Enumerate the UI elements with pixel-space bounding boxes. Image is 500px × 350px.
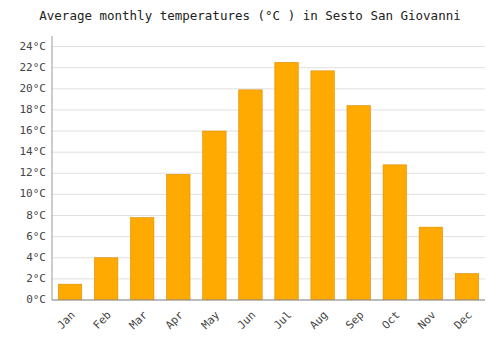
bar bbox=[311, 71, 334, 300]
chart-container: 0°C 2°C 4°C 6°C 8°C 10°C 12°C 14°C 16°C 18°C 20°C 2… bbox=[0, 0, 500, 350]
bar bbox=[275, 62, 298, 300]
grid-line bbox=[52, 300, 485, 301]
grid-line bbox=[52, 88, 485, 89]
grid-line bbox=[52, 131, 485, 132]
x-axis: Jan Feb Mar Apr May Jun Jul Aug Sep Oct Nov Dec bbox=[52, 300, 485, 332]
x-tick-label: Jan bbox=[55, 309, 78, 332]
title: Average monthly temperatures (°C ) in Se… bbox=[39, 8, 460, 23]
bar bbox=[58, 284, 81, 300]
x-tick-label: Feb bbox=[91, 309, 114, 332]
y-tick-label: 16°C bbox=[20, 124, 47, 137]
grid-line bbox=[52, 67, 485, 68]
grid-line bbox=[52, 46, 485, 47]
x-tick-label: Sep bbox=[343, 309, 366, 332]
bar bbox=[419, 227, 442, 300]
x-tick-label: Oct bbox=[379, 309, 402, 332]
x-tick-label: Jun bbox=[235, 309, 258, 332]
y-tick-label: 14°C bbox=[20, 145, 47, 158]
x-tick-label: Aug bbox=[307, 309, 330, 332]
bar bbox=[130, 218, 153, 300]
bar bbox=[455, 274, 478, 300]
y-tick-label: 4°C bbox=[26, 251, 46, 264]
y-axis-line bbox=[52, 36, 53, 300]
x-tick-label: Dec bbox=[451, 309, 474, 332]
y-axis: 0°C 2°C 4°C 6°C 8°C 10°C 12°C 14°C 16°C 18°C 20°C 2… bbox=[20, 36, 53, 306]
bar bbox=[167, 174, 190, 300]
grid bbox=[52, 47, 485, 300]
grid-line bbox=[52, 109, 485, 110]
bar bbox=[383, 165, 406, 300]
x-tick-label: May bbox=[199, 308, 223, 332]
x-tick-label: Nov bbox=[415, 308, 439, 332]
x-tick-label: Jul bbox=[271, 309, 294, 332]
y-tick-label: 22°C bbox=[20, 61, 47, 74]
chart: 0°C 2°C 4°C 6°C 8°C 10°C 12°C 14°C 16°C 18°C 20°C 2… bbox=[0, 0, 500, 350]
y-tick-label: 24°C bbox=[20, 40, 47, 53]
bars bbox=[58, 62, 478, 300]
grid-line bbox=[52, 173, 485, 174]
bar bbox=[203, 131, 226, 300]
x-axis-line bbox=[52, 300, 485, 301]
bar bbox=[239, 90, 262, 300]
y-tick-label: 6°C bbox=[26, 230, 46, 243]
x-tick-label: Mar bbox=[127, 308, 151, 332]
grid-line bbox=[52, 215, 485, 216]
bar bbox=[347, 106, 370, 300]
bar bbox=[94, 258, 117, 300]
grid-line bbox=[52, 194, 485, 195]
grid-line bbox=[52, 152, 485, 153]
y-tick-label: 18°C bbox=[20, 103, 47, 116]
y-tick-label: 0°C bbox=[26, 293, 46, 306]
y-tick-label: 2°C bbox=[26, 272, 46, 285]
y-tick-label: 10°C bbox=[20, 187, 47, 200]
x-tick-label: Apr bbox=[163, 308, 187, 332]
y-tick-label: 8°C bbox=[26, 209, 46, 222]
y-tick-label: 12°C bbox=[20, 166, 47, 179]
y-tick-label: 20°C bbox=[20, 82, 47, 95]
